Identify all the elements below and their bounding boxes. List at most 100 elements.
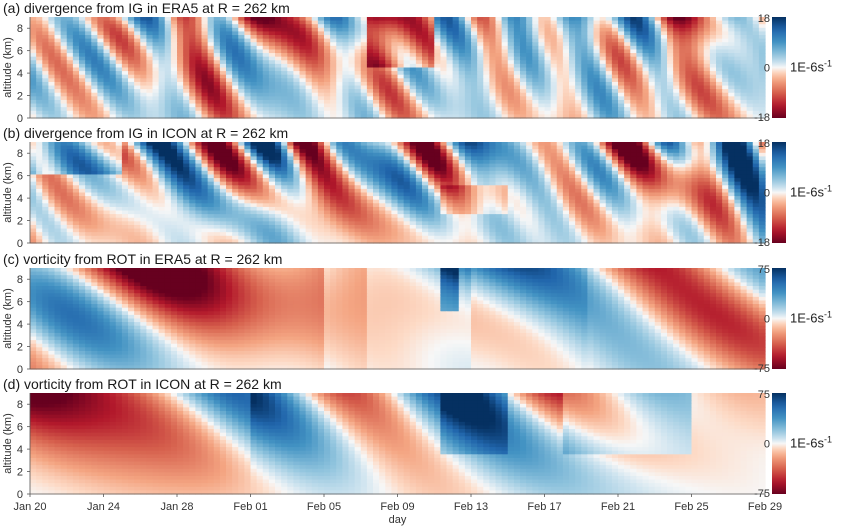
heatmap-cell bbox=[275, 181, 282, 186]
heatmap-cell bbox=[226, 103, 233, 108]
heatmap-cell bbox=[330, 78, 337, 83]
heatmap-cell bbox=[532, 174, 539, 179]
heatmap-cell bbox=[287, 99, 294, 105]
heatmap-cell bbox=[97, 85, 105, 90]
heatmap-cell bbox=[709, 167, 717, 172]
heatmap-cell bbox=[36, 67, 43, 72]
heatmap-cell bbox=[42, 35, 49, 40]
heatmap-cell bbox=[177, 170, 184, 176]
heatmap-cell bbox=[128, 71, 135, 76]
heatmap-cell bbox=[244, 81, 252, 87]
heatmap-cell bbox=[550, 92, 558, 97]
heatmap-cell bbox=[746, 163, 754, 168]
heatmap-cell bbox=[618, 56, 625, 61]
heatmap-cell bbox=[287, 163, 294, 168]
heatmap-cell bbox=[605, 85, 613, 90]
heatmap-cell bbox=[140, 114, 147, 119]
heatmap-cell bbox=[311, 78, 319, 83]
heatmap-cell bbox=[305, 142, 313, 147]
heatmap-cell bbox=[630, 31, 637, 36]
heatmap-cell bbox=[679, 178, 686, 183]
heatmap-cell bbox=[385, 53, 392, 58]
heatmap-cell bbox=[697, 31, 705, 36]
heatmap-cell bbox=[728, 163, 735, 168]
heatmap-cell bbox=[403, 85, 411, 90]
heatmap-cell bbox=[697, 49, 705, 54]
heatmap-cell bbox=[152, 20, 160, 25]
heatmap-cell bbox=[36, 92, 43, 97]
heatmap-cell bbox=[618, 107, 625, 112]
heatmap-cell bbox=[636, 42, 644, 47]
heatmap-cell bbox=[250, 20, 258, 25]
heatmap-cell bbox=[373, 71, 380, 76]
heatmap-cell bbox=[170, 152, 178, 158]
heatmap-cell bbox=[538, 170, 546, 176]
heatmap-cell bbox=[244, 152, 252, 158]
heatmap-cell bbox=[409, 160, 417, 165]
heatmap-cell bbox=[648, 71, 656, 76]
heatmap-cell bbox=[507, 152, 515, 158]
heatmap-cell bbox=[311, 81, 319, 87]
heatmap-cell bbox=[440, 156, 448, 161]
heatmap-cell bbox=[177, 67, 184, 72]
heatmap-cell bbox=[134, 110, 141, 115]
heatmap-cell bbox=[734, 149, 742, 154]
heatmap-cell bbox=[489, 45, 497, 51]
heatmap-cell bbox=[121, 110, 129, 115]
heatmap-cell bbox=[434, 56, 441, 61]
heatmap-cell bbox=[244, 110, 252, 115]
heatmap-cell bbox=[360, 53, 368, 58]
heatmap-cell bbox=[195, 89, 203, 94]
heatmap-cell bbox=[60, 24, 68, 29]
heatmap-cell bbox=[501, 38, 509, 43]
heatmap-cell bbox=[624, 56, 631, 61]
heatmap-cell bbox=[575, 45, 582, 51]
heatmap-cell bbox=[213, 149, 221, 154]
heatmap-cell bbox=[667, 35, 674, 40]
heatmap-cell bbox=[311, 163, 319, 168]
heatmap-cell bbox=[409, 181, 417, 186]
heatmap-cell bbox=[520, 163, 527, 168]
heatmap-cell bbox=[366, 107, 374, 112]
heatmap-cell bbox=[330, 74, 337, 79]
heatmap-cell bbox=[569, 149, 576, 154]
heatmap-cell bbox=[91, 170, 98, 176]
heatmap-cell bbox=[311, 152, 319, 158]
heatmap-cell bbox=[30, 167, 37, 172]
heatmap-cell bbox=[593, 178, 601, 183]
heatmap-cell bbox=[213, 24, 221, 29]
heatmap-cell bbox=[471, 142, 478, 147]
heatmap-cell bbox=[72, 56, 80, 61]
heatmap-cell bbox=[691, 60, 699, 65]
heatmap-cell bbox=[336, 42, 343, 47]
heatmap-cell bbox=[403, 89, 411, 94]
heatmap-cell bbox=[740, 24, 748, 29]
heatmap-cell bbox=[109, 60, 117, 65]
heatmap-cell bbox=[483, 49, 490, 54]
heatmap-cell bbox=[366, 38, 374, 43]
heatmap-cell bbox=[250, 49, 258, 54]
heatmap-cell bbox=[201, 185, 209, 190]
heatmap-cell bbox=[170, 96, 178, 101]
heatmap-cell bbox=[79, 56, 86, 61]
heatmap-cell bbox=[54, 89, 62, 94]
heatmap-cell bbox=[360, 114, 368, 119]
heatmap-cell bbox=[422, 49, 429, 54]
heatmap-cell bbox=[624, 89, 631, 94]
heatmap-cell bbox=[728, 152, 735, 158]
heatmap-cell bbox=[593, 38, 601, 43]
heatmap-cell bbox=[734, 71, 742, 76]
panel-title: (a) divergence from IG in ERA5 at R = 26… bbox=[3, 0, 290, 16]
heatmap-cell bbox=[275, 145, 282, 150]
heatmap-cell bbox=[452, 71, 460, 76]
heatmap-cell bbox=[532, 92, 539, 97]
heatmap-cell bbox=[489, 114, 497, 119]
heatmap-cell bbox=[91, 92, 98, 97]
heatmap-cell bbox=[146, 35, 154, 40]
heatmap-cell bbox=[311, 35, 319, 40]
heatmap-cell bbox=[152, 178, 160, 183]
colorbar-tick-label: 18 bbox=[758, 13, 770, 25]
heatmap-cell bbox=[226, 49, 233, 54]
heatmap-cell bbox=[305, 63, 313, 69]
heatmap-cell bbox=[483, 17, 490, 22]
